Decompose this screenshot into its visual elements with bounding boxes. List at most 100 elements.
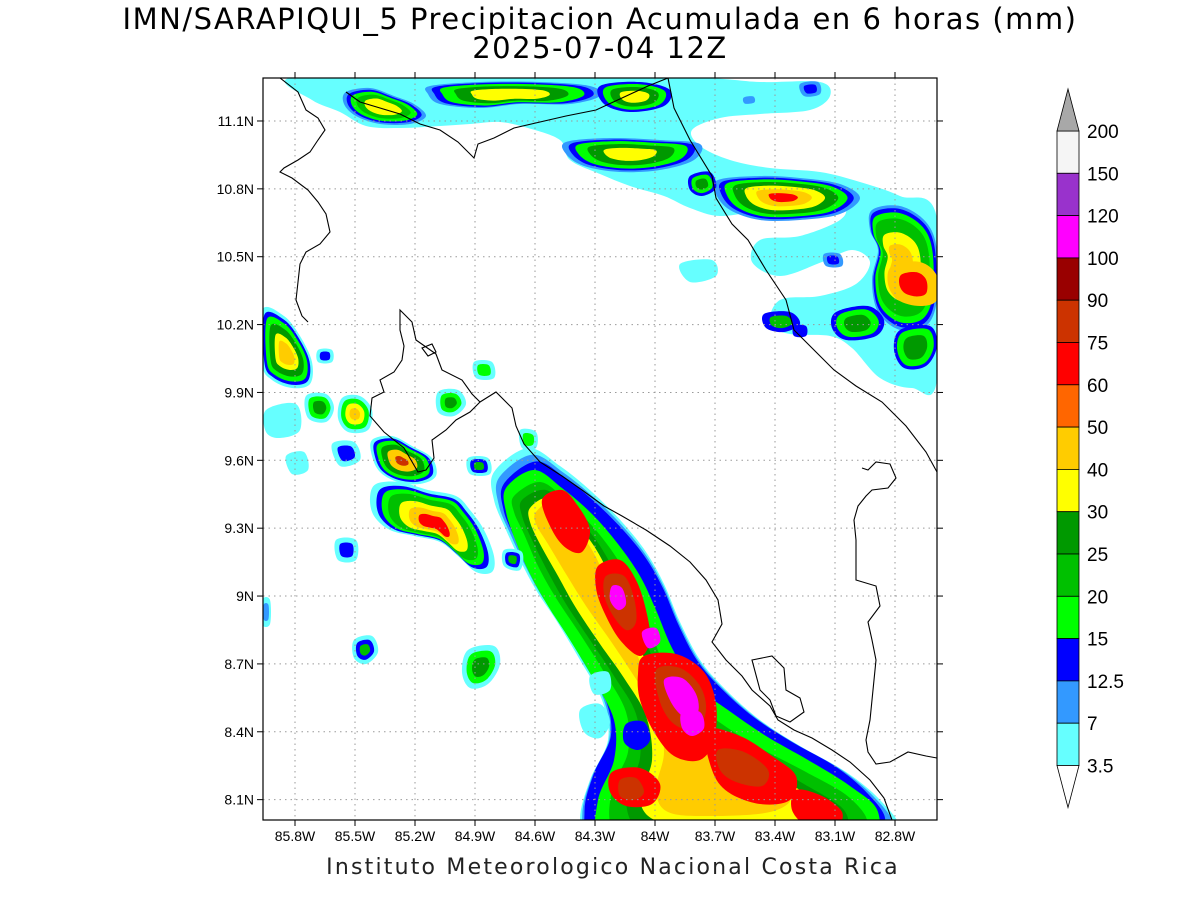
coastlines — [279, 78, 937, 820]
footer-credit: Instituto Meteorologico Nacional Costa R… — [326, 855, 900, 880]
colorbar-label: 30 — [1087, 503, 1108, 524]
lat-tick-label: 9.3N — [224, 520, 254, 536]
colorbar-label: 200 — [1087, 122, 1119, 143]
colorbar-segment — [1056, 299, 1080, 343]
north-band-cell — [619, 90, 650, 103]
pacific-cell — [263, 603, 269, 621]
pacific-cell — [473, 462, 485, 470]
lon-tick-label: 83.1W — [815, 828, 856, 844]
longitude-labels: 85.8W 85.5W 85.2W 84.9W 84.6W 84.3W 84W 83.7W 83… — [275, 828, 916, 844]
lat-tick-label: 10.5N — [217, 249, 254, 265]
pacific-cell — [285, 451, 309, 475]
pacific-coastline-nicoya — [369, 308, 481, 473]
colorbar-label: 3.5 — [1087, 757, 1113, 778]
north-band-cell — [843, 314, 871, 333]
lon-tick-label: 85.5W — [335, 828, 376, 844]
north-band-cell — [903, 335, 928, 360]
colorbar-segment — [1056, 257, 1080, 301]
north-band-cell — [742, 96, 756, 104]
lat-tick-label: 8.1N — [224, 792, 254, 808]
lat-tick-label: 8.4N — [224, 724, 254, 740]
north-band-cell — [826, 255, 840, 265]
pacific-cell — [339, 542, 354, 558]
island-outline — [421, 343, 437, 357]
main-band-cell — [716, 748, 770, 787]
main-band-cell — [641, 627, 661, 649]
colorbar-label: 120 — [1087, 207, 1119, 228]
colorbar-label: 25 — [1087, 545, 1108, 566]
lon-tick-label: 84.9W — [455, 828, 496, 844]
colorbar-label: 15 — [1087, 630, 1108, 651]
pacific-cell — [312, 400, 327, 415]
lon-tick-label: 82.8W — [875, 828, 916, 844]
nicoya-cell — [418, 513, 450, 537]
main-band-cell — [579, 703, 610, 739]
pacific-cell — [278, 340, 295, 365]
colorbar-label: 40 — [1087, 460, 1108, 481]
north-band-cell — [364, 98, 402, 116]
lon-tick-label: 83.4W — [755, 828, 796, 844]
colorbar-segment — [1056, 553, 1080, 597]
pacific-cell — [477, 364, 491, 376]
colorbar-label: 90 — [1087, 291, 1108, 312]
colorbar-label: 150 — [1087, 164, 1119, 185]
precipitation-field — [263, 78, 937, 820]
pacific-cell — [319, 351, 331, 361]
colorbar-labels: 200 150 120 100 90 75 60 50 40 30 25 20 15 12.5 7 3.5 — [1087, 122, 1124, 778]
north-band-cell — [470, 88, 550, 101]
lon-tick-label: 84.3W — [575, 828, 616, 844]
gridlines — [263, 78, 937, 820]
costa-rica-nicaragua-border — [345, 78, 669, 160]
pacific-cell — [508, 555, 517, 565]
pacific-cell — [444, 397, 457, 409]
main-band-cell — [541, 489, 591, 554]
colorbar-label: 12.5 — [1087, 672, 1124, 693]
lat-tick-label: 9N — [236, 588, 254, 604]
main-band-cell — [618, 776, 645, 801]
caribbean-coastline — [667, 78, 937, 473]
lat-tick-label: 9.9N — [224, 384, 254, 400]
colorbar-label: 100 — [1087, 249, 1119, 270]
colorbar-label: 50 — [1087, 418, 1108, 439]
colorbar — [1056, 87, 1080, 810]
pacific-coastline-gulf — [479, 391, 893, 820]
lon-tick-label: 84W — [641, 828, 671, 844]
north-band-cell — [695, 178, 709, 190]
colorbar-segment — [1056, 511, 1080, 555]
main-band-cell — [791, 789, 843, 820]
pacific-cell — [589, 671, 612, 695]
colorbar-segment — [1056, 384, 1080, 428]
map-title: IMN/SARAPIQUI_5 Precipitacion Acumulada … — [122, 2, 1078, 36]
pacific-cell — [472, 657, 490, 677]
main-band-cell — [609, 584, 627, 611]
pacific-cell — [337, 445, 356, 462]
colorbar-bottom-arrow — [1056, 765, 1080, 810]
colorbar-segment — [1056, 172, 1080, 217]
colorbar-segment — [1056, 426, 1080, 470]
pacific-cell — [359, 644, 371, 656]
north-band-cell — [603, 147, 657, 161]
main-band-cell — [663, 676, 699, 719]
north-band-cell — [803, 84, 817, 94]
osa-peninsula — [751, 655, 805, 723]
colorbar-segment — [1056, 595, 1080, 639]
colorbar-label: 7 — [1087, 714, 1098, 735]
lat-tick-label: 9.6N — [224, 452, 254, 468]
lat-tick-label: 10.8N — [217, 181, 254, 197]
panama-border — [853, 461, 937, 765]
colorbar-segment — [1056, 468, 1080, 513]
colorbar-segment — [1056, 342, 1080, 386]
pacific-cell — [522, 432, 535, 446]
nicaragua-coastline — [279, 78, 331, 323]
map-frame — [262, 77, 938, 821]
north-band-cell — [898, 271, 928, 297]
colorbar-top-arrow — [1056, 87, 1080, 132]
lon-tick-label: 85.8W — [275, 828, 316, 844]
north-band-cell — [679, 259, 718, 283]
north-band-cell — [768, 193, 798, 203]
nicoya-cell — [395, 456, 409, 466]
colorbar-segment — [1056, 638, 1080, 682]
colorbar-label: 75 — [1087, 334, 1108, 355]
lat-tick-label: 8.7N — [224, 656, 254, 672]
